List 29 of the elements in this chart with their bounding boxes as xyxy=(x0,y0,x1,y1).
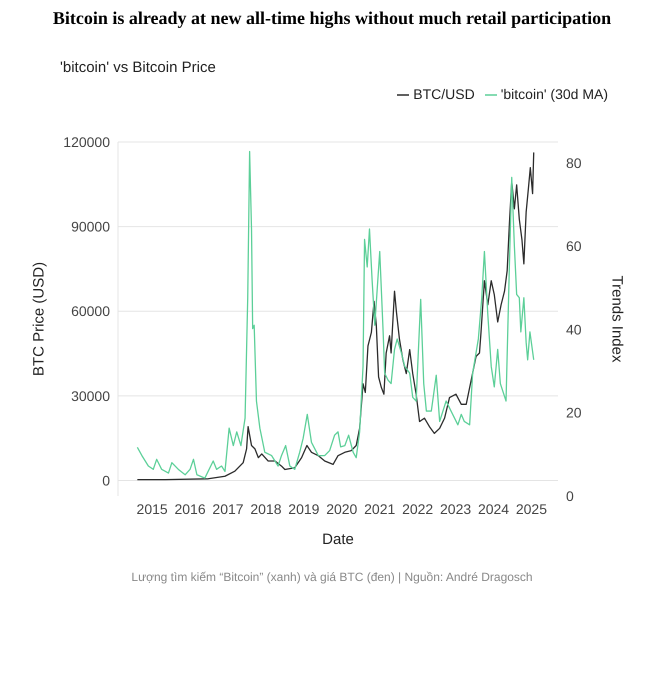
y-tick-label: 30000 xyxy=(71,388,110,404)
text: Lượng tìm kiếm “Bitcoin” (xanh) và giá BTC (đen) | Nguồn: André Dragosch xyxy=(130,570,534,584)
y2-tick-label: 0 xyxy=(566,488,574,504)
x-tick-label: 2020 xyxy=(326,500,358,517)
y-axis-title: BTC Price (USD) xyxy=(30,262,48,376)
legend-label: BTC/USD xyxy=(413,86,475,102)
chart-title: Bitcoin is already at new all-time highs without much retail participation xyxy=(52,8,612,29)
chart-subtitle: 'bitcoin' vs Bitcoin Price xyxy=(60,59,217,76)
x-tick-label: 2022 xyxy=(402,500,434,517)
x-axis-title: Date xyxy=(322,531,354,548)
y-tick-label: 90000 xyxy=(71,218,110,235)
legend-label: 'bitcoin' (30d MA) xyxy=(500,86,608,102)
y-tick-label: 60000 xyxy=(71,303,110,320)
y2-tick-label: 60 xyxy=(566,238,582,254)
y2-tick-label: 40 xyxy=(566,321,582,338)
x-tick-label: 2024 xyxy=(478,500,510,517)
x-tick-label: 2019 xyxy=(288,500,320,517)
y2-axis-title: Trends Index xyxy=(608,276,626,363)
x-tick-label: 2021 xyxy=(364,500,396,517)
y-tick-label: 120000 xyxy=(63,134,110,150)
y2-tick-label: 80 xyxy=(566,154,582,171)
x-tick-label: 2025 xyxy=(516,500,548,517)
x-tick-label: 2015 xyxy=(136,500,168,517)
x-tick-label: 2017 xyxy=(212,500,244,517)
x-tick-label: 2023 xyxy=(440,500,472,517)
y2-tick-label: 20 xyxy=(566,404,582,421)
y-tick-label: 0 xyxy=(102,472,110,488)
x-tick-label: 2018 xyxy=(250,500,282,517)
x-tick-label: 2016 xyxy=(174,500,206,517)
